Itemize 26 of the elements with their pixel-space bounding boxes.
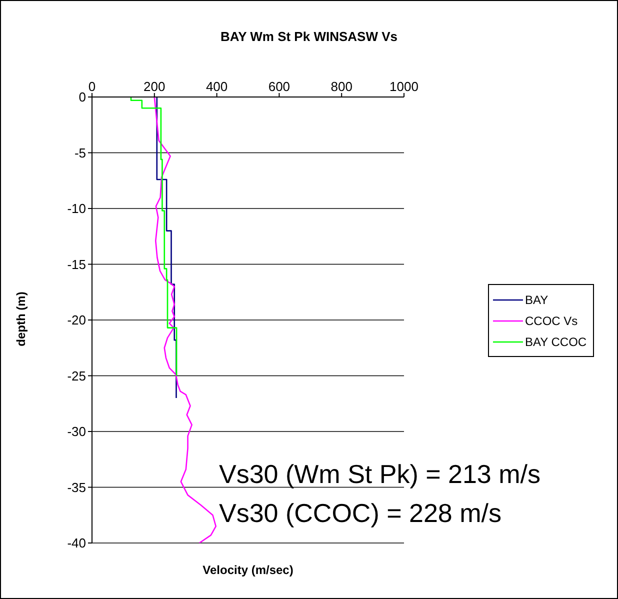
y-tick-label: -30 <box>67 424 86 440</box>
line-series <box>130 97 178 376</box>
line-series <box>154 97 217 543</box>
y-tick-label: 0 <box>78 90 86 105</box>
y-tick-label: -5 <box>74 145 86 160</box>
chart-title: BAY Wm St Pk WINSASW Vs <box>220 29 398 44</box>
y-tick-label: -15 <box>67 256 86 272</box>
x-tick-label: 400 <box>206 79 228 94</box>
x-tick-label: 600 <box>268 79 290 94</box>
x-tick-label: 200 <box>144 79 166 94</box>
legend-label: CCOC Vs <box>525 314 578 328</box>
x-tick-label: 0 <box>88 79 96 94</box>
y-tick-label: -20 <box>67 312 86 328</box>
annotation: Vs30 (Wm St Pk) = 213 m/s <box>219 459 540 489</box>
y-tick-label: -25 <box>67 368 86 384</box>
y-tick-label: -35 <box>67 480 86 495</box>
x-axis-title: Velocity (m/sec) <box>202 563 294 577</box>
legend-label: BAY <box>525 292 548 306</box>
annotation: Vs30 (CCOC) = 228 m/s <box>219 498 502 528</box>
y-tick-label: -10 <box>67 201 86 216</box>
x-tick-label: 800 <box>330 79 352 94</box>
y-tick-label: -40 <box>67 536 86 551</box>
legend-label: BAY CCOC <box>525 334 587 348</box>
line-series <box>156 97 177 399</box>
x-tick-label: 1000 <box>390 79 418 94</box>
y-axis-title: depth (m) <box>14 290 28 348</box>
